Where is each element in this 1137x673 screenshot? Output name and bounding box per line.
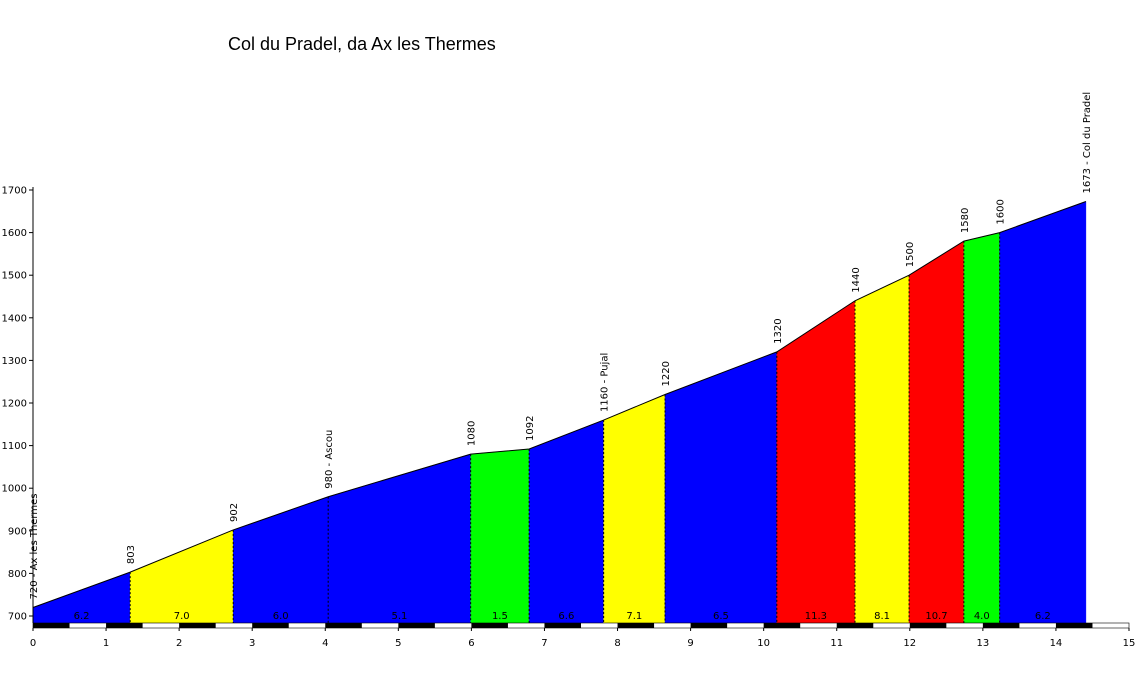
x-tick-label: 0: [30, 638, 36, 649]
altitude-label: 803: [126, 545, 137, 564]
profile-segment: [776, 300, 856, 624]
x-tick-label: 1: [103, 638, 109, 649]
altitude-label: 1080: [467, 421, 478, 446]
km-bar-block: [33, 623, 70, 628]
y-tick-label: 1700: [2, 186, 27, 197]
altitude-label: 980 - Ascou: [324, 430, 335, 489]
y-tick-label: 1200: [2, 399, 27, 410]
x-tick-label: 12: [903, 638, 916, 649]
altitude-label: 1440: [851, 267, 862, 292]
altitude-label: 1580: [960, 208, 971, 233]
km-bar-block: [982, 623, 1020, 628]
altitude-label: 1673 - Col du Pradel: [1082, 92, 1093, 194]
x-tick-label: 8: [614, 638, 620, 649]
gradient-label: 4.0: [974, 611, 990, 622]
profile-segment: [232, 496, 329, 624]
km-bar-block: [617, 623, 655, 628]
km-bar-block: [252, 623, 289, 628]
km-bar-block: [836, 623, 874, 628]
altitude-label: 720 - Ax les Thermes: [29, 494, 40, 600]
gradient-label: 6.0: [273, 611, 289, 622]
km-bar-block: [106, 623, 143, 628]
km-bar-block: [544, 623, 581, 628]
altitude-label: 1320: [773, 318, 784, 343]
chart-title: Col du Pradel, da Ax les Thermes: [228, 34, 496, 54]
y-tick-label: 1500: [2, 271, 27, 282]
km-bar-block: [179, 623, 216, 628]
y-tick-label: 1300: [2, 356, 27, 367]
x-tick-label: 9: [687, 638, 693, 649]
x-tick-label: 13: [976, 638, 989, 649]
gradient-label: 11.3: [805, 611, 827, 622]
tick-labels: 7008009001000110012001300140015001600170…: [2, 186, 1136, 650]
altitude-label: 902: [229, 503, 240, 522]
gradient-label: 7.1: [626, 611, 642, 622]
segment-dividers: [129, 232, 1001, 623]
altitude-label: 1092: [525, 416, 536, 441]
gradient-label: 10.7: [925, 611, 947, 622]
gradient-label: 6.5: [713, 611, 729, 622]
axes: [29, 187, 1130, 631]
altitude-label: 1220: [661, 361, 672, 386]
y-tick-label: 900: [8, 526, 27, 537]
profile-segment: [470, 448, 530, 624]
profile-segment: [664, 351, 778, 624]
x-tick-label: 10: [757, 638, 770, 649]
km-bar-block: [909, 623, 947, 628]
y-tick-label: 1400: [2, 313, 27, 324]
gradient-label: 6.6: [558, 611, 574, 622]
km-bar-block: [1055, 623, 1093, 628]
altitude-label: 1500: [905, 242, 916, 267]
x-tick-label: 7: [541, 638, 547, 649]
y-tick-label: 1000: [2, 484, 27, 495]
km-bar-block: [398, 623, 435, 628]
y-tick-label: 1600: [2, 228, 27, 239]
altitude-labels: 720 - Ax les Thermes 803 902 980 - Ascou 108…: [29, 92, 1093, 600]
x-tick-label: 15: [1123, 638, 1136, 649]
x-tick-label: 14: [1050, 638, 1063, 649]
gradient-label: 6.2: [74, 611, 90, 622]
km-bar-block: [325, 623, 362, 628]
profile-segments: [32, 201, 1087, 624]
profile-segment: [963, 232, 1000, 624]
km-bar-block: [763, 623, 801, 628]
km-bar-block: [471, 623, 508, 628]
profile-segment: [327, 453, 471, 624]
x-tick-label: 11: [830, 638, 843, 649]
profile-segment: [129, 529, 234, 624]
profile-segment: [528, 419, 604, 624]
y-tick-label: 1100: [2, 441, 27, 452]
x-tick-label: 6: [468, 638, 474, 649]
profile-segment: [908, 240, 965, 624]
km-bar-block: [690, 623, 728, 628]
gradient-label: 5.1: [391, 611, 407, 622]
gradient-label: 8.1: [874, 611, 890, 622]
x-tick-label: 4: [322, 638, 328, 649]
x-tick-label: 3: [249, 638, 255, 649]
profile-outline: [32, 201, 1087, 608]
altitude-label: 1160 - Pujal: [600, 353, 611, 412]
profile-segment: [999, 201, 1087, 624]
km-scale-bar: [32, 622, 1130, 629]
altitude-label: 1600: [996, 199, 1007, 224]
gradient-labels: 6.2 7.0 6.0 5.1 1.5 6.6 7.1 6.5 11.3 8.1 10.7 4.0 6.…: [74, 611, 1051, 622]
y-tick-label: 800: [8, 569, 27, 580]
profile-segment: [854, 274, 910, 624]
x-tick-label: 5: [395, 638, 401, 649]
profile-segment: [603, 394, 666, 624]
gradient-label: 7.0: [174, 611, 190, 622]
gradient-label: 6.2: [1035, 611, 1051, 622]
x-tick-label: 2: [176, 638, 182, 649]
y-tick-label: 700: [8, 612, 27, 623]
gradient-label: 1.5: [492, 611, 508, 622]
